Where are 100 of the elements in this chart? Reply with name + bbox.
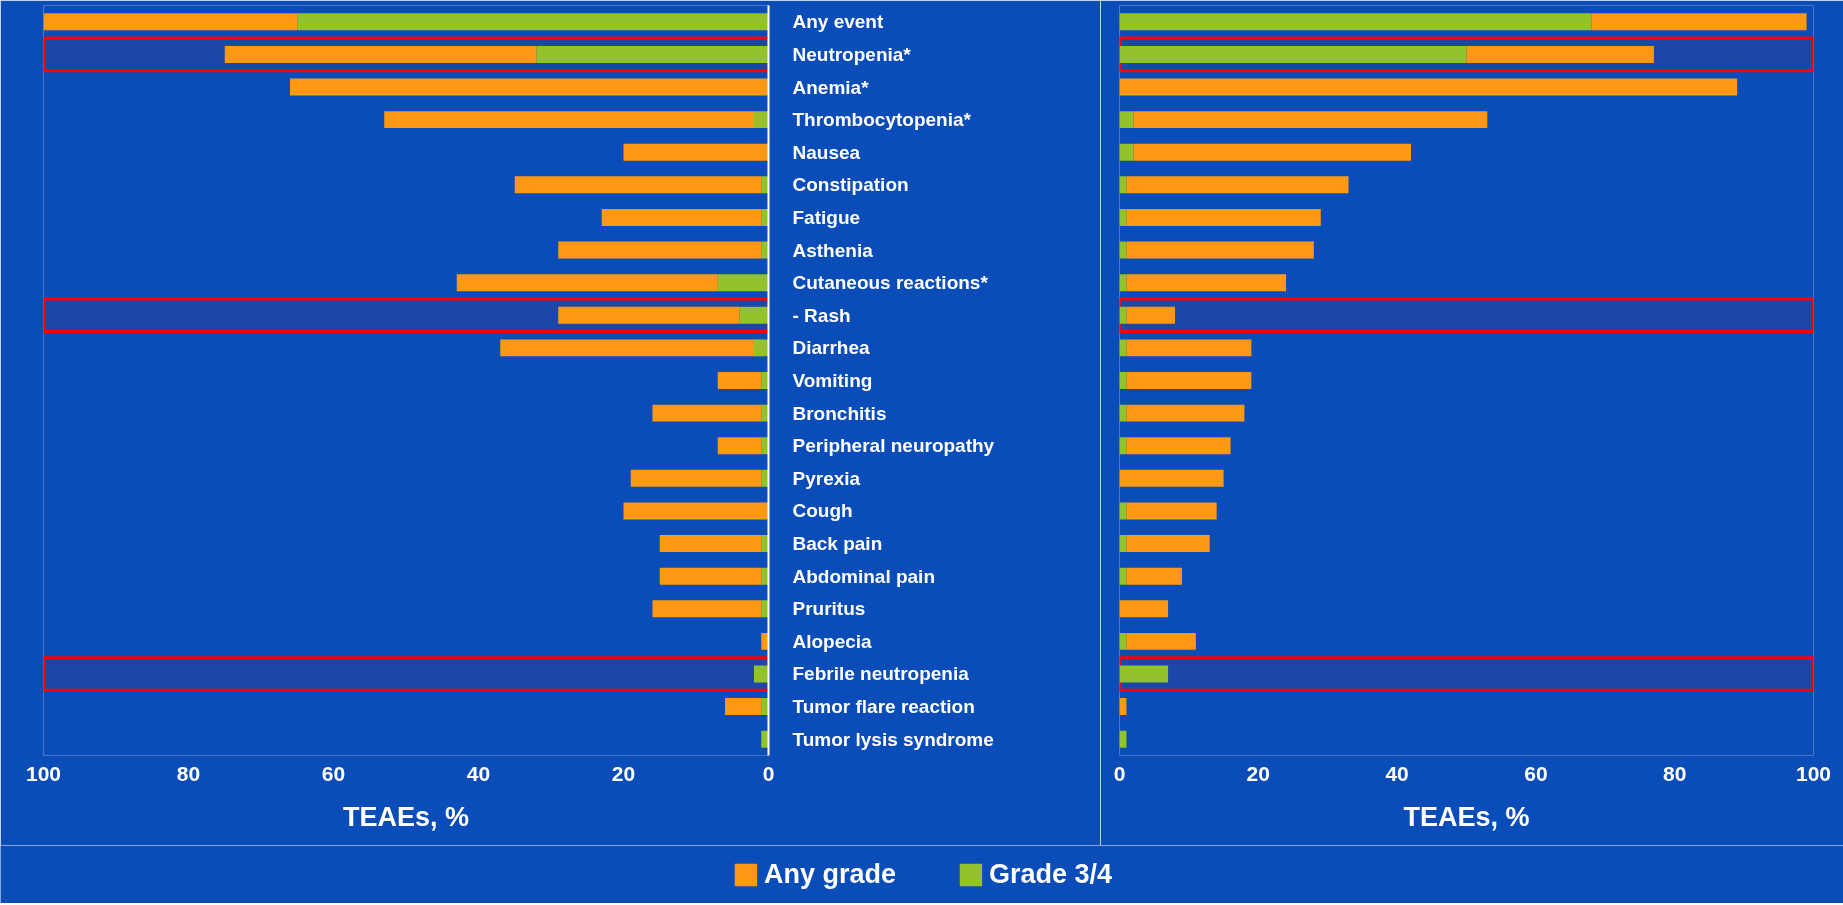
x-axis-title: TEAEs, % [342, 801, 470, 832]
bar [43, 13, 298, 31]
bar [297, 13, 769, 31]
bar [456, 274, 718, 292]
y-tick-label: Fatigue [792, 206, 861, 228]
x-tick-label: 0 [1113, 761, 1126, 785]
bar [1126, 208, 1321, 226]
bar [1126, 502, 1217, 520]
bar [536, 45, 769, 63]
bar [1119, 600, 1169, 618]
bar [1119, 469, 1224, 487]
y-tick-label: Nausea [792, 141, 861, 163]
y-tick-label: Cough [792, 500, 853, 522]
y-tick-label: Thrombocytopenia* [792, 109, 972, 131]
y-tick-label: - Rash [792, 304, 851, 326]
bar [652, 600, 762, 618]
bar [761, 567, 769, 585]
bar [558, 241, 762, 259]
bar [739, 306, 769, 324]
bar [558, 306, 740, 324]
bar [1591, 13, 1807, 31]
bar [1119, 78, 1738, 96]
bar [717, 437, 762, 455]
bar [384, 111, 754, 129]
bar [761, 600, 769, 618]
bar [1126, 306, 1176, 324]
bar [761, 730, 769, 748]
y-tick-label: Pyrexia [792, 467, 861, 489]
bar [761, 535, 769, 553]
bar [761, 632, 769, 650]
bar [725, 698, 762, 716]
y-tick-label: Diarrhea [792, 337, 871, 359]
bar [1119, 13, 1592, 31]
bar [761, 437, 769, 455]
bar [1126, 437, 1231, 455]
y-tick-label: Any event [792, 11, 884, 33]
x-tick-label: 60 [321, 761, 346, 785]
bar [1126, 567, 1182, 585]
bar [659, 535, 762, 553]
x-tick-label: 80 [1663, 761, 1687, 785]
bar [1126, 176, 1349, 194]
bar [623, 502, 769, 520]
y-tick-label: Abdominal pain [792, 565, 935, 587]
bar [761, 404, 769, 422]
legend-label: Any grade [763, 858, 896, 890]
bar [1133, 111, 1488, 129]
y-tick-label: Febrile neutropenia [792, 663, 970, 685]
y-tick-label: Asthenia [792, 239, 874, 261]
y-tick-label: Vomiting [792, 370, 873, 391]
bar [514, 176, 762, 194]
x-tick-label: 60 [1524, 761, 1548, 785]
bar [623, 143, 769, 161]
bar [717, 274, 769, 292]
x-tick-label: 20 [1246, 761, 1270, 785]
bar [659, 567, 762, 585]
y-tick-label: Cutaneous reactions* [792, 272, 989, 294]
bar [500, 339, 754, 357]
bar [1126, 241, 1314, 259]
x-tick-label: 0 [762, 761, 775, 785]
bar [1466, 45, 1654, 63]
y-tick-label: Anemia* [792, 76, 870, 98]
bar [754, 111, 769, 129]
bar [1126, 339, 1252, 357]
y-tick-label: Pruritus [792, 598, 866, 620]
bar [761, 208, 769, 226]
y-tick-label: Alopecia [792, 630, 873, 652]
bar [1133, 143, 1411, 161]
bar [1126, 404, 1245, 422]
bar [761, 469, 769, 487]
x-tick-label: 40 [466, 761, 491, 785]
bar [652, 404, 762, 422]
legend-label: Grade 3/4 [988, 858, 1113, 890]
y-tick-label: Neutropenia* [792, 43, 912, 65]
bar [1126, 632, 1196, 650]
bar [761, 698, 769, 716]
x-tick-label: 80 [176, 761, 201, 785]
bar [761, 176, 769, 194]
x-axis-title: TEAEs, % [1403, 801, 1530, 832]
y-tick-label: Peripheral neuropathy [792, 435, 995, 457]
x-tick-label: 40 [1385, 761, 1409, 785]
bar [761, 372, 769, 389]
x-tick-label: 100 [25, 761, 62, 785]
bar [630, 469, 762, 487]
bar [717, 372, 762, 389]
x-tick-label: 20 [611, 761, 636, 785]
y-tick-label: Back pain [792, 533, 883, 555]
bar [1126, 274, 1287, 292]
y-tick-label: Tumor flare reaction [792, 696, 975, 718]
bar [224, 45, 537, 63]
y-tick-label: Constipation [792, 174, 909, 196]
bar [1126, 372, 1252, 389]
bar [1119, 143, 1134, 161]
y-tick-label: Tumor lysis syndrome [792, 728, 994, 750]
x-tick-label: 100 [1795, 761, 1832, 785]
bar [1119, 665, 1169, 683]
bar [1119, 111, 1134, 129]
y-tick-label: Bronchitis [792, 402, 887, 424]
bar [290, 78, 769, 96]
bar [601, 208, 762, 226]
bar [754, 665, 769, 683]
